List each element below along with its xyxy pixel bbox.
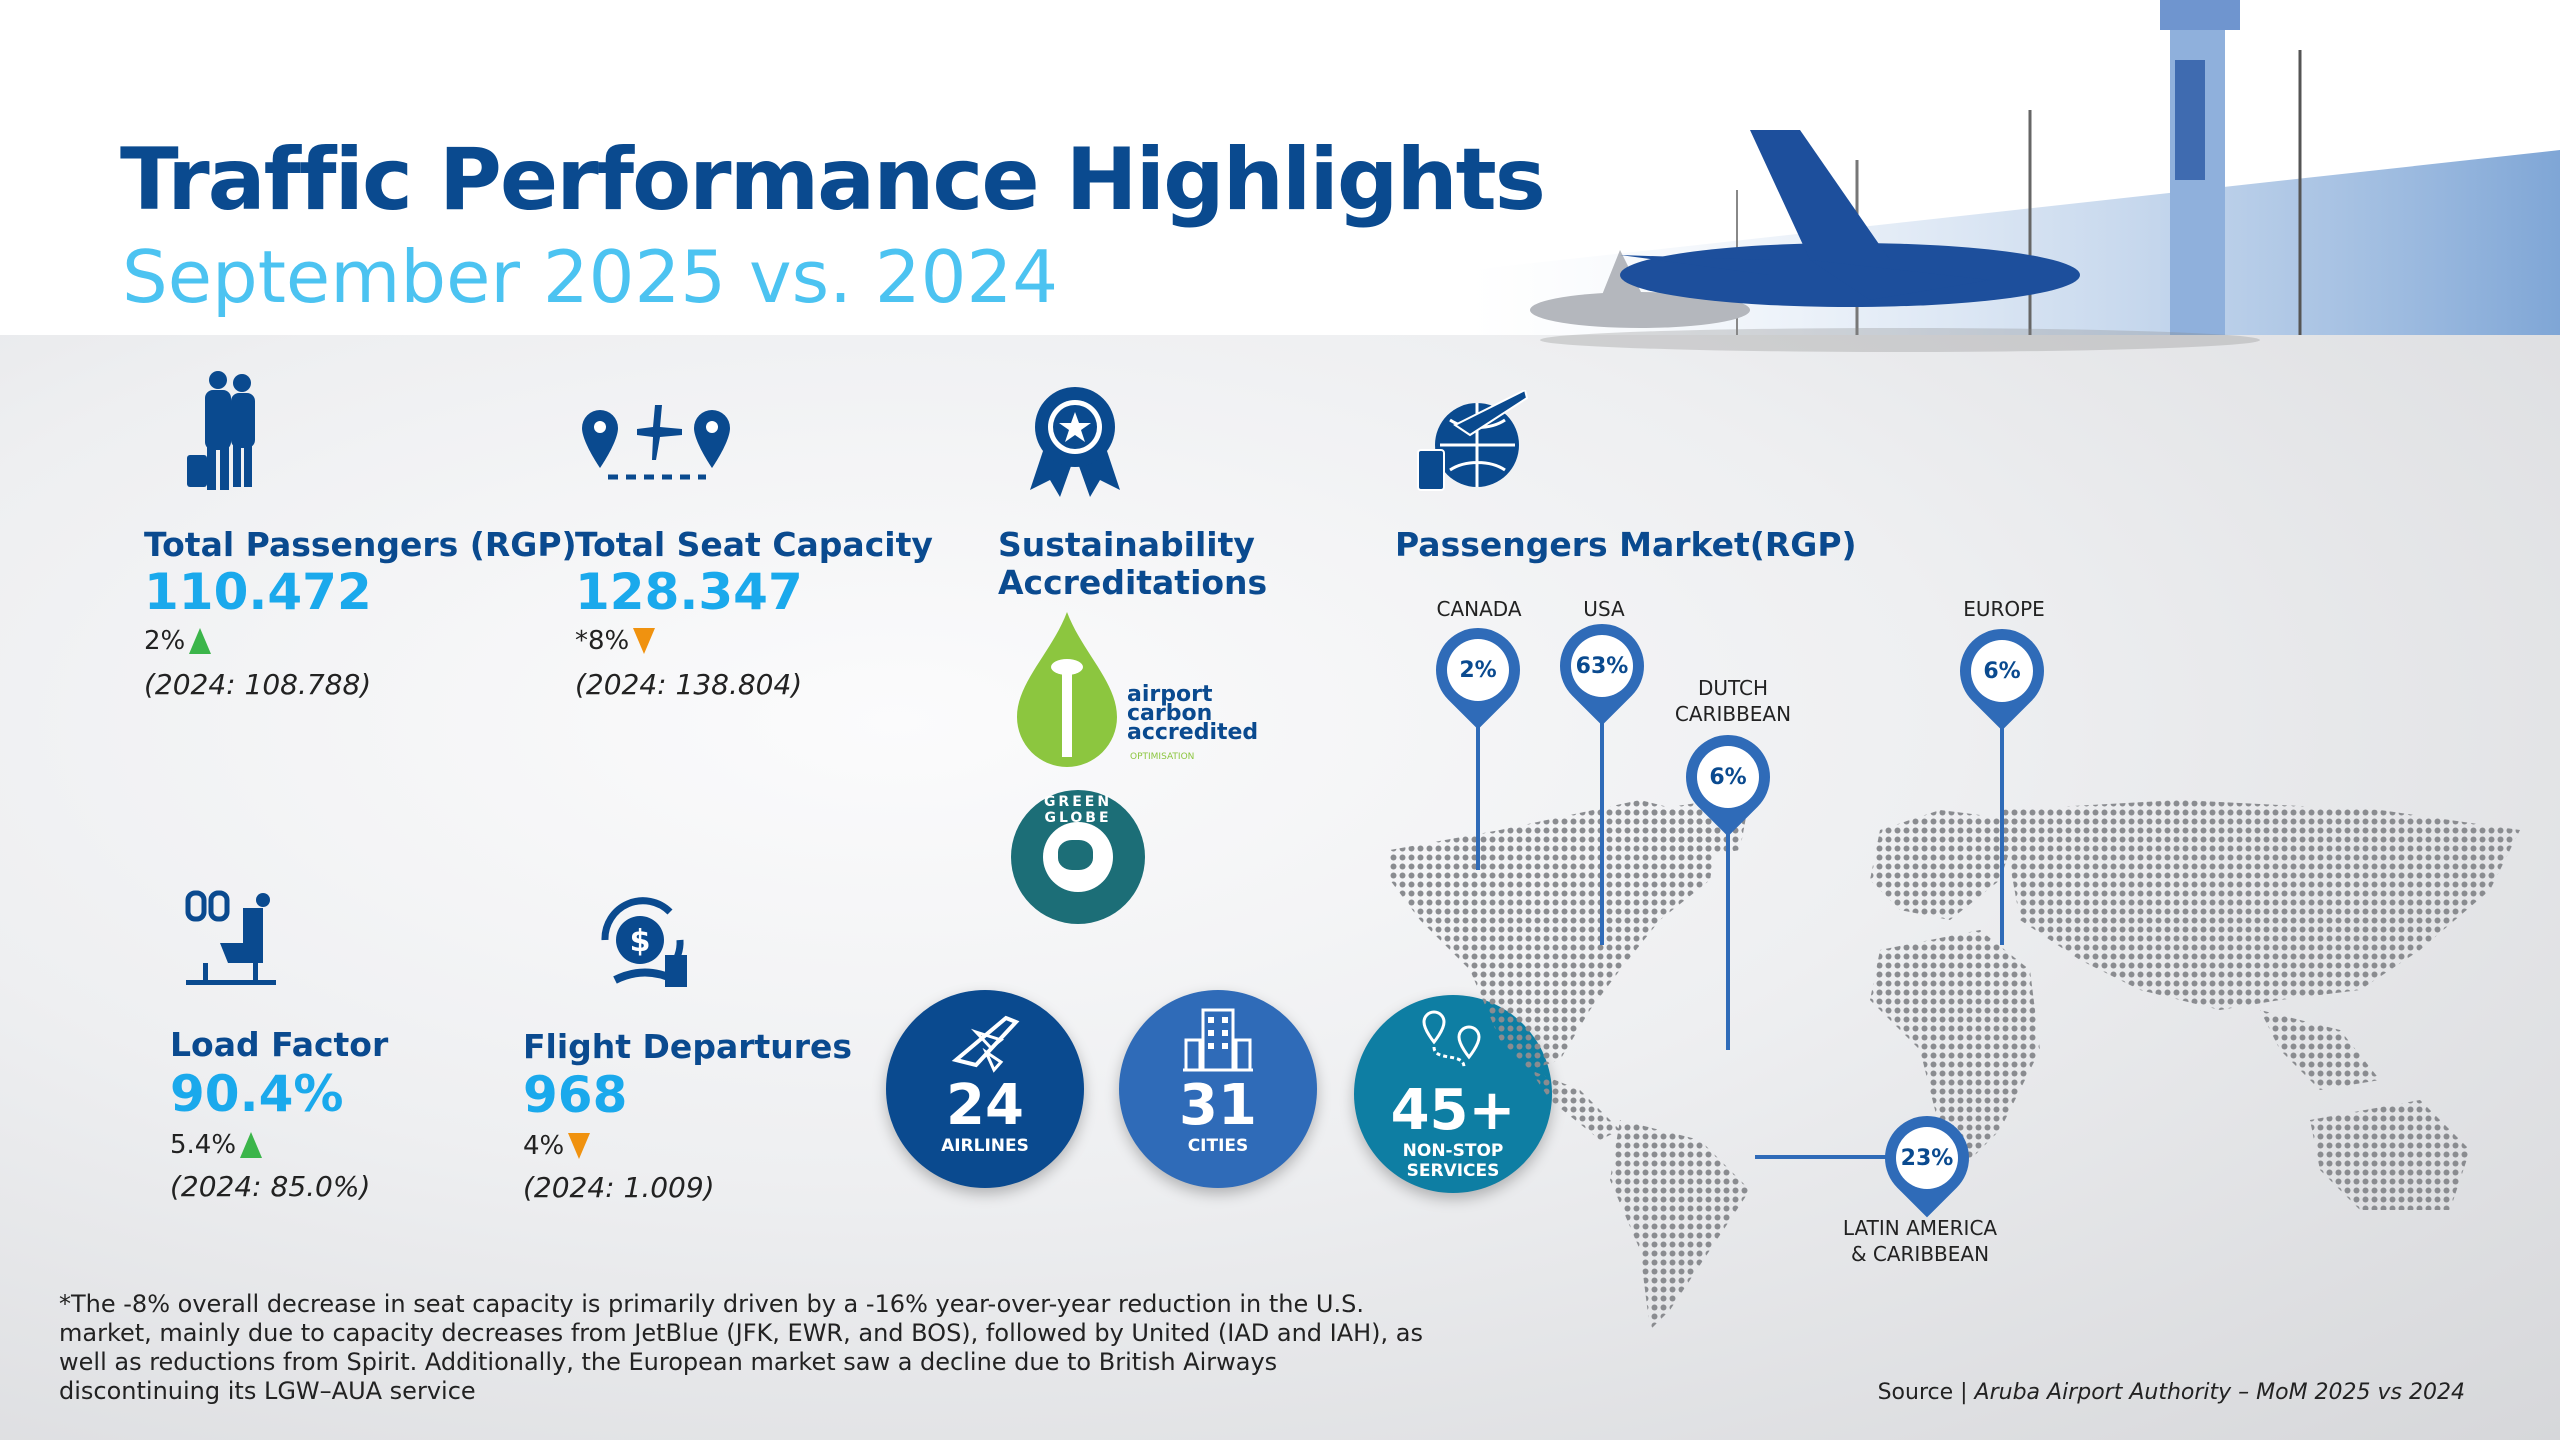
change-text: 5.4% [170, 1130, 237, 1160]
europe-line [2000, 700, 2004, 945]
canada-line [1476, 700, 1480, 870]
europe-share: 6% [1971, 640, 2033, 702]
route-pins-icon [1422, 1010, 1481, 1068]
world-map [1390, 795, 2520, 1330]
load-factor-label: Load Factor [170, 1025, 389, 1064]
asia [2000, 800, 2520, 1010]
latin-america-share: 23% [1896, 1127, 1958, 1189]
cities-caption: CITIES [1187, 1136, 1249, 1156]
dutch-caribbean-label: DUTCH CARIBBEAN [1675, 675, 1791, 727]
dutch-caribbean-share: 6% [1697, 746, 1759, 808]
airport-illustration [1470, 0, 2560, 352]
load-factor-change: 5.4% [170, 1130, 263, 1160]
cities-stat: 31 CITIES [1119, 990, 1317, 1188]
up-arrow-icon [240, 1132, 263, 1158]
latin-america-label: LATIN AMERICA & CARIBBEAN [1843, 1215, 1997, 1267]
seat-capacity-change: *8% [575, 626, 656, 656]
load-factor-value: 90.4% [170, 1065, 344, 1123]
label-line: & CARIBBEAN [1850, 1242, 1990, 1266]
seat-capacity-value: 128.347 [575, 563, 803, 621]
canada-label: CANADA [1436, 597, 1522, 621]
change-text: 4% [523, 1131, 565, 1161]
central-america [1530, 1070, 1620, 1140]
up-arrow-icon [189, 628, 212, 654]
airport-carbon-accredited-logo: airport carbon accredited OPTIMISATION [1012, 612, 1258, 772]
down-arrow-icon [568, 1133, 591, 1159]
total-passengers-previous: (2024: 108.788) [144, 668, 372, 701]
africa [1870, 930, 2040, 1170]
departures-label: Flight Departures [523, 1027, 853, 1066]
nonstop-count: 45+ [1390, 1078, 1516, 1143]
caption-line: SERVICES [1406, 1161, 1500, 1181]
green-globe-text: GREEN GLOBE [1043, 794, 1113, 826]
caption-line: NON-STOP [1402, 1141, 1504, 1161]
usa-share: 63% [1571, 635, 1633, 697]
source-text: Aruba Airport Authority – MoM 2025 vs 20… [1974, 1380, 2465, 1405]
dutch-caribbean-line [1726, 810, 1730, 1050]
north-america [1390, 800, 1720, 1070]
source-note: Source | Aruba Airport Authority – MoM 2… [1878, 1380, 2465, 1405]
south-america [1610, 1120, 1750, 1330]
aca-text: airport carbon accredited [1127, 682, 1259, 745]
city-icon [1183, 1008, 1253, 1072]
sustainability-label: Sustainability [998, 525, 1255, 564]
sustainability-label-2: Accreditations [998, 563, 1268, 602]
change-text: *8% [575, 626, 630, 656]
footnote: *The -8% overall decrease in seat capaci… [59, 1290, 1424, 1405]
europe [1870, 810, 2020, 920]
page-subtitle: September 2025 vs. 2024 [122, 235, 1059, 319]
usa-label: USA [1583, 597, 1625, 621]
green-drop-icon [1017, 612, 1117, 767]
total-passengers-change: 2% [144, 626, 212, 656]
departures-change: 4% [523, 1131, 591, 1161]
departures-previous: (2024: 1.009) [523, 1171, 715, 1204]
seat-icon [185, 890, 276, 985]
southeast-asia [2260, 1010, 2380, 1090]
nonstop-caption: NON-STOP SERVICES [1354, 1141, 1552, 1181]
load-factor-previous: (2024: 85.0%) [170, 1170, 371, 1203]
svg-text:$: $ [630, 924, 651, 959]
aca-subtext: OPTIMISATION [1130, 752, 1195, 762]
europe-label: EUROPE [1963, 597, 2045, 621]
globe-luggage-icon [1417, 390, 1529, 491]
departures-value: 968 [523, 1066, 628, 1124]
label-line: LATIN AMERICA [1842, 1216, 1998, 1240]
plane-icon [951, 1015, 1020, 1073]
total-passengers-value: 110.472 [144, 563, 372, 621]
route-plane-icon [582, 405, 730, 480]
australia [2310, 1100, 2470, 1210]
airlines-caption: AIRLINES [941, 1136, 1029, 1156]
airlines-stat: 24 AIRLINES [886, 990, 1084, 1188]
label-line: DUTCH [1697, 676, 1769, 700]
down-arrow-icon [633, 628, 656, 654]
award-badge-icon [1030, 387, 1120, 497]
label-line: CARIBBEAN [1674, 702, 1792, 726]
total-passengers-label: Total Passengers (RGP) [144, 525, 577, 564]
change-text: 2% [144, 626, 186, 656]
globe-icon [1043, 822, 1113, 892]
page-title: Traffic Performance Highlights [120, 130, 1546, 230]
travelers-icon [187, 371, 255, 490]
airlines-count: 24 [946, 1073, 1024, 1138]
cities-count: 31 [1179, 1073, 1257, 1138]
money-cycle-icon: $ [601, 897, 687, 987]
source-prefix: Source | [1877, 1380, 1975, 1405]
seat-capacity-previous: (2024: 138.804) [575, 668, 803, 701]
canada-share: 2% [1447, 639, 1509, 701]
usa-line [1600, 700, 1604, 945]
passengers-market-label: Passengers Market(RGP) [1395, 525, 1857, 564]
seat-capacity-label: Total Seat Capacity [575, 525, 933, 564]
latin-america-line [1755, 1155, 1905, 1159]
green-globe-logo: GREEN GLOBE [1011, 790, 1145, 924]
nonstop-services-stat: 45+ NON-STOP SERVICES [1354, 995, 1552, 1193]
